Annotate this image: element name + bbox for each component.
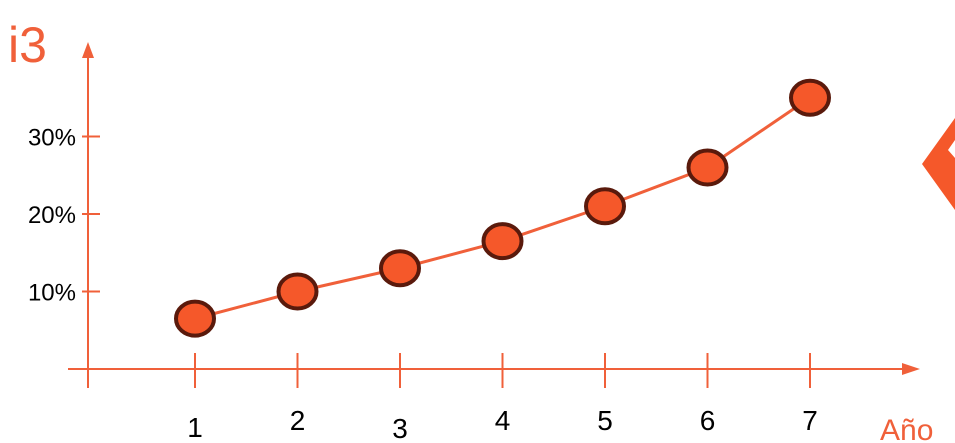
data-point	[789, 78, 831, 117]
data-point	[174, 299, 216, 338]
chart-axes	[68, 42, 920, 388]
x-tick-label: 3	[392, 413, 408, 443]
y-axis-arrow	[82, 42, 94, 58]
x-tick-label: 5	[597, 405, 613, 436]
x-tick-label: 1	[187, 412, 203, 443]
data-point	[481, 222, 524, 261]
data-point	[276, 272, 319, 311]
y-ticks: 10% 20% 30%	[28, 125, 100, 307]
y-tick-label: 30%	[28, 125, 76, 152]
y-tick-label: 20%	[28, 202, 76, 229]
partial-chevron-shape	[922, 118, 955, 210]
data-point	[584, 187, 626, 226]
y-tick-label: 10%	[28, 280, 76, 307]
data-point	[686, 148, 729, 187]
x-tick-label: 2	[290, 405, 306, 436]
x-ticks: 1 2 3 4 5 6 7	[187, 353, 818, 443]
x-axis-title: Año	[880, 414, 933, 443]
x-tick-label: 6	[700, 405, 716, 436]
x-axis-arrow	[902, 363, 920, 375]
x-tick-label: 7	[802, 405, 818, 436]
x-tick-label: 4	[495, 405, 511, 436]
series-group	[174, 78, 831, 338]
data-point	[379, 249, 421, 288]
y-axis-title: i3	[8, 17, 47, 73]
